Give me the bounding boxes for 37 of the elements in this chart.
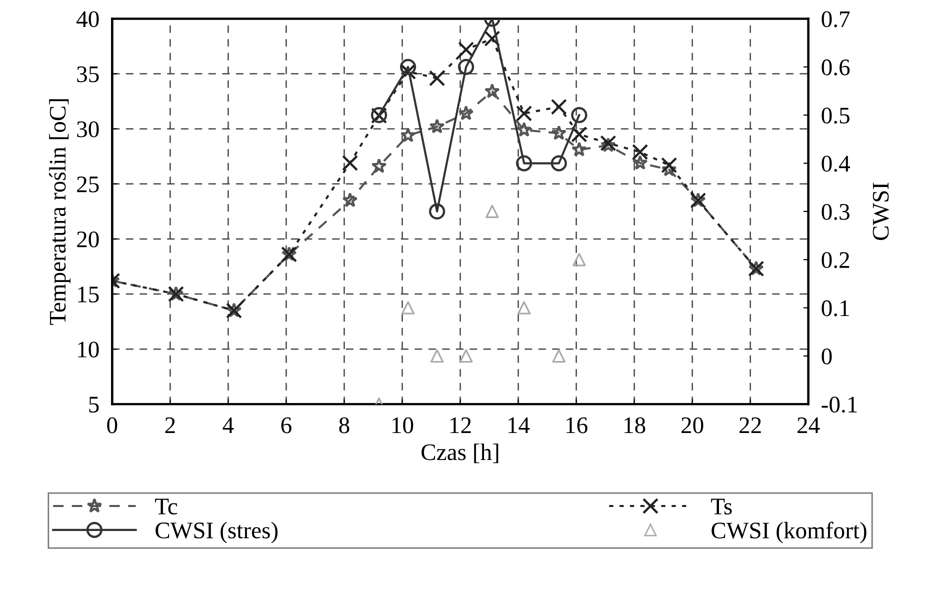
- y-tick-label: 35: [77, 66, 99, 82]
- x-tick-label: 12: [450, 417, 471, 434]
- x-tick-label: 10: [392, 417, 414, 434]
- x-tick-label: 0: [107, 417, 118, 434]
- y2-axis-title: CWSI: [872, 182, 889, 240]
- y2-tick-label: 0.3: [822, 204, 850, 220]
- x-tick-label: 14: [508, 417, 530, 434]
- y2-tick-label: 0.7: [822, 11, 850, 28]
- x-tick-label: 24: [798, 417, 820, 434]
- x-tick-label: 6: [281, 417, 292, 434]
- y2-tick-label: 0.6: [822, 59, 850, 76]
- y-tick-label: 15: [78, 286, 99, 302]
- y2-tick-label: -0.1: [822, 396, 857, 413]
- y2-tick-label: 0.2: [822, 252, 850, 268]
- y-axis-title: Temperatura roślin [oC]: [49, 99, 70, 325]
- y2-tick-label: 0.5: [822, 108, 850, 124]
- y-tick-label: 40: [76, 11, 99, 28]
- x-tick-label: 8: [339, 417, 350, 434]
- x-tick-label: 2: [165, 417, 175, 434]
- y-tick-label: 20: [77, 231, 99, 248]
- legend-label: CWSI (stres): [156, 522, 278, 544]
- y2-tick-label: 0: [822, 348, 832, 364]
- y-tick-label: 30: [77, 121, 99, 138]
- x-tick-label: 18: [624, 417, 646, 434]
- x-axis-title: Czas [h]: [422, 444, 498, 464]
- y-tick-label: 5: [89, 396, 99, 413]
- x-tick-label: 16: [566, 417, 588, 434]
- legend-label: CWSI (komfort): [712, 522, 866, 544]
- y-tick-label: 10: [78, 342, 99, 358]
- x-tick-label: 20: [682, 417, 704, 434]
- y2-tick-label: 0.1: [822, 300, 849, 316]
- x-tick-label: 22: [740, 417, 761, 434]
- legend-label: Ts: [711, 498, 732, 515]
- y2-tick-label: 0.4: [822, 156, 850, 172]
- legend-label: Tc: [155, 498, 178, 515]
- x-tick-label: 4: [222, 417, 234, 434]
- y-tick-label: 25: [77, 176, 99, 192]
